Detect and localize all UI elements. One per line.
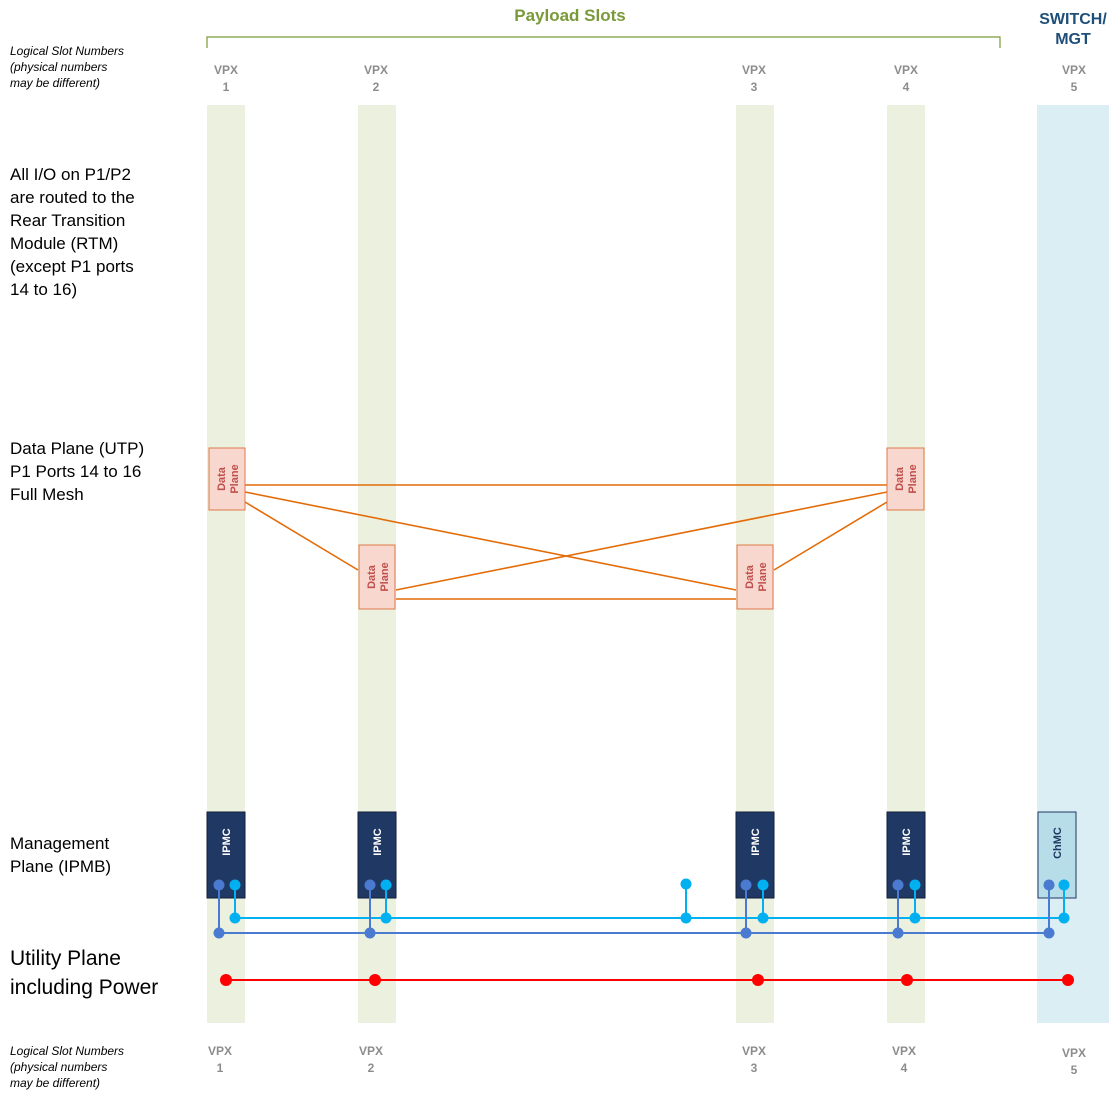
slot-label-top-2: VPX 2 — [363, 63, 388, 94]
ipmc-label: IPMC — [221, 828, 233, 856]
data-plane-box-2: DataPlane — [358, 544, 396, 610]
data-plane-box-1: DataPlane — [208, 447, 246, 511]
payload-bracket — [206, 36, 1001, 48]
slot-label-bottom-4: VPX 4 — [891, 1044, 916, 1075]
data-plane-label: DataPlane — [366, 562, 391, 591]
slot-label-bottom-2: VPX 2 — [358, 1044, 383, 1075]
ipmb-bus-b-nodes — [213, 879, 1055, 939]
slot-label-top-1: VPX 1 — [213, 63, 238, 94]
ipmb-bus-a-nodes — [229, 878, 1070, 924]
data-plane-label: DataPlane — [744, 562, 769, 591]
data-plane-label: DataPlane — [894, 464, 919, 493]
mesh-line-2-4 — [395, 491, 888, 591]
mesh-line-1-3 — [244, 491, 737, 591]
slot-numbers-note-bottom: Logical Slot Numbers (physical numbers m… — [10, 1044, 125, 1090]
data-plane-label: DataPlane — [216, 464, 241, 493]
ipmc-box-4: IPMC — [886, 811, 926, 899]
slot-label-bottom-5: VPX 5 — [1061, 1046, 1086, 1077]
management-plane-label: Management Plane (IPMB) — [10, 834, 112, 876]
mesh-line-3-4 — [773, 501, 888, 571]
switch-mgt-title: SWITCH/ MGT — [1039, 11, 1107, 48]
chmc-label: ChMC — [1052, 827, 1064, 859]
data-plane-mesh — [244, 484, 888, 600]
ipmc-label: IPMC — [901, 828, 913, 856]
ipmc-label: IPMC — [372, 828, 384, 856]
slot-label-bottom-3: VPX 3 — [741, 1044, 766, 1075]
ipmb-bus-b — [218, 885, 1050, 934]
utility-power-nodes — [220, 974, 1074, 986]
slot-numbers-note-top: Logical Slot Numbers (physical numbers m… — [10, 44, 125, 90]
utility-plane-label: Utility Plane including Power — [10, 947, 159, 999]
mesh-line-1-2 — [244, 501, 359, 571]
data-plane-box-3: DataPlane — [736, 544, 774, 610]
slot-label-top-5: VPX 5 — [1061, 63, 1086, 94]
data-plane-side-label: Data Plane (UTP) P1 Ports 14 to 16 Full … — [10, 439, 145, 504]
slot-label-bottom-1: VPX 1 — [207, 1044, 232, 1075]
slot-label-top-4: VPX 4 — [893, 63, 918, 94]
payload-slots-title: Payload Slots — [514, 6, 626, 25]
io-routing-label: All I/O on P1/P2 are routed to the Rear … — [10, 165, 135, 299]
ipmc-label: IPMC — [750, 828, 762, 856]
data-plane-box-4: DataPlane — [886, 447, 925, 511]
slot-label-top-3: VPX 3 — [741, 63, 766, 94]
